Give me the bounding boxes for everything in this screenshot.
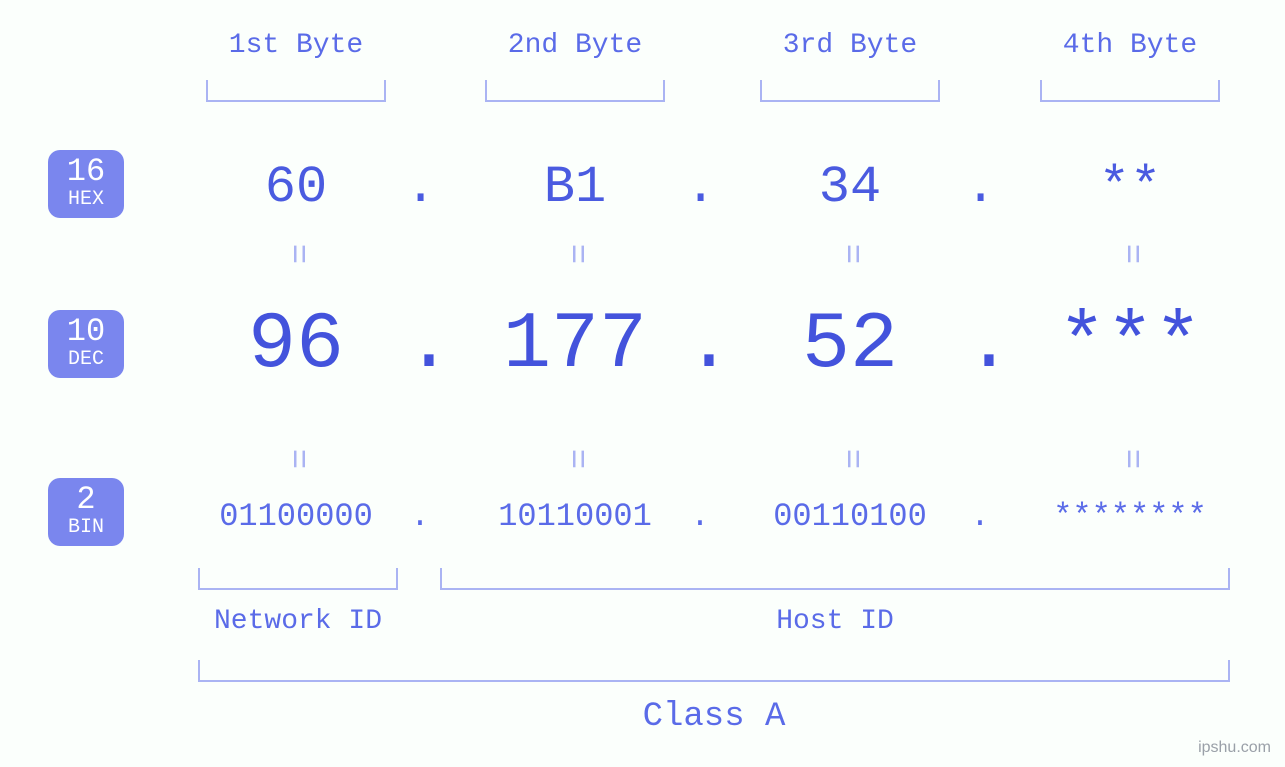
eq-hex-dec-2: = bbox=[556, 234, 594, 274]
bin-byte-3: 00110100 bbox=[720, 498, 980, 535]
bin-byte-4: ******** bbox=[1000, 498, 1260, 535]
bin-byte-1: 01100000 bbox=[166, 498, 426, 535]
dec-badge: 10 DEC bbox=[48, 310, 124, 378]
dec-dot-2: . bbox=[685, 300, 715, 391]
bin-dot-2: . bbox=[685, 498, 715, 535]
bin-badge-num: 2 bbox=[48, 484, 124, 516]
eq-hex-dec-1: = bbox=[277, 234, 315, 274]
hex-byte-1: 60 bbox=[196, 158, 396, 217]
class-bracket bbox=[198, 660, 1230, 682]
dec-badge-num: 10 bbox=[48, 316, 124, 348]
dec-byte-3: 52 bbox=[750, 300, 950, 391]
bin-dot-1: . bbox=[405, 498, 435, 535]
byte-bracket-4 bbox=[1040, 80, 1220, 102]
dec-dot-1: . bbox=[405, 300, 435, 391]
eq-dec-bin-1: = bbox=[277, 439, 315, 479]
hex-dot-2: . bbox=[685, 158, 715, 217]
dec-byte-2: 177 bbox=[475, 300, 675, 391]
class-label: Class A bbox=[198, 698, 1230, 736]
ip-diagram: 1st Byte 2nd Byte 3rd Byte 4th Byte 16 H… bbox=[0, 0, 1285, 767]
hex-dot-3: . bbox=[965, 158, 995, 217]
hex-badge-num: 16 bbox=[48, 156, 124, 188]
bin-byte-2: 10110001 bbox=[445, 498, 705, 535]
network-id-label: Network ID bbox=[198, 606, 398, 637]
eq-dec-bin-2: = bbox=[556, 439, 594, 479]
byte-bracket-2 bbox=[485, 80, 665, 102]
hex-byte-3: 34 bbox=[750, 158, 950, 217]
hex-badge: 16 HEX bbox=[48, 150, 124, 218]
dec-byte-4: *** bbox=[1030, 300, 1230, 391]
host-id-bracket bbox=[440, 568, 1230, 590]
hex-byte-2: B1 bbox=[475, 158, 675, 217]
byte-bracket-1 bbox=[206, 80, 386, 102]
eq-dec-bin-4: = bbox=[1111, 439, 1149, 479]
bin-badge-label: BIN bbox=[48, 518, 124, 538]
byte-header-4: 4th Byte bbox=[1030, 30, 1230, 61]
bin-badge: 2 BIN bbox=[48, 478, 124, 546]
byte-header-1: 1st Byte bbox=[196, 30, 396, 61]
eq-dec-bin-3: = bbox=[831, 439, 869, 479]
eq-hex-dec-3: = bbox=[831, 234, 869, 274]
bin-dot-3: . bbox=[965, 498, 995, 535]
byte-header-2: 2nd Byte bbox=[475, 30, 675, 61]
host-id-label: Host ID bbox=[440, 606, 1230, 637]
watermark: ipshu.com bbox=[1198, 739, 1271, 757]
network-id-bracket bbox=[198, 568, 398, 590]
byte-header-3: 3rd Byte bbox=[750, 30, 950, 61]
eq-hex-dec-4: = bbox=[1111, 234, 1149, 274]
byte-bracket-3 bbox=[760, 80, 940, 102]
dec-byte-1: 96 bbox=[196, 300, 396, 391]
dec-dot-3: . bbox=[965, 300, 995, 391]
hex-byte-4: ** bbox=[1030, 158, 1230, 217]
dec-badge-label: DEC bbox=[48, 350, 124, 370]
hex-badge-label: HEX bbox=[48, 190, 124, 210]
hex-dot-1: . bbox=[405, 158, 435, 217]
